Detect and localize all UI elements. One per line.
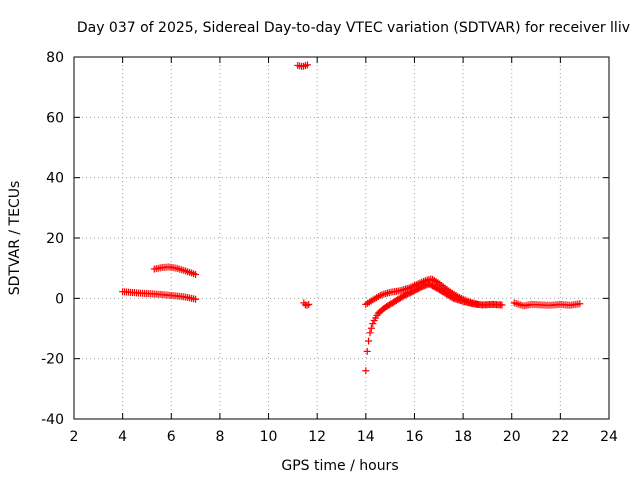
- data-point: [369, 320, 377, 328]
- data-points: [119, 61, 584, 375]
- x-tick-label: 20: [503, 429, 521, 445]
- x-tick-label: 8: [215, 429, 224, 445]
- chart-title: Day 037 of 2025, Sidereal Day-to-day VTE…: [77, 20, 630, 36]
- data-point: [305, 300, 313, 308]
- series-arc-6: [362, 275, 482, 308]
- data-point: [498, 301, 506, 309]
- data-point: [192, 295, 200, 303]
- x-tick-label: 18: [454, 429, 472, 445]
- data-point: [474, 300, 482, 308]
- x-tick-label: 4: [118, 429, 127, 445]
- series-arc-2: [150, 263, 200, 279]
- x-tick-label: 6: [167, 429, 176, 445]
- y-tick-label: -40: [41, 412, 64, 428]
- y-tick-label: 60: [46, 110, 64, 126]
- x-tick-label: 22: [551, 429, 569, 445]
- y-tick-label: -20: [41, 352, 64, 368]
- y-tick-label: 40: [46, 171, 64, 187]
- y-tick-label: 20: [46, 231, 64, 247]
- x-tick-label: 10: [260, 429, 278, 445]
- grid-lines: [74, 57, 609, 419]
- x-axis-label: GPS time / hours: [281, 458, 398, 474]
- x-tick-label: 2: [70, 429, 79, 445]
- y-tick-label: 0: [55, 291, 64, 307]
- data-point: [576, 300, 584, 308]
- plot-frame: [73, 56, 610, 420]
- data-point: [367, 324, 375, 332]
- x-tick-label: 24: [600, 429, 618, 445]
- series-arc-4: [300, 299, 313, 309]
- x-tick-label: 12: [308, 429, 326, 445]
- data-point: [192, 271, 200, 279]
- x-tick-label: 16: [406, 429, 424, 445]
- y-axis-label: SDTVAR / TECUs: [7, 181, 23, 296]
- series-arc-7: [510, 299, 584, 310]
- series-arc-3: [294, 61, 311, 70]
- data-point: [366, 329, 374, 337]
- data-point: [303, 61, 311, 69]
- data-point: [363, 347, 371, 355]
- x-tick-label: 14: [357, 429, 375, 445]
- series-arc-1: [119, 288, 200, 303]
- y-tick-label: 80: [46, 50, 64, 66]
- data-point: [365, 337, 373, 345]
- data-point: [303, 301, 311, 309]
- data-point: [362, 367, 370, 375]
